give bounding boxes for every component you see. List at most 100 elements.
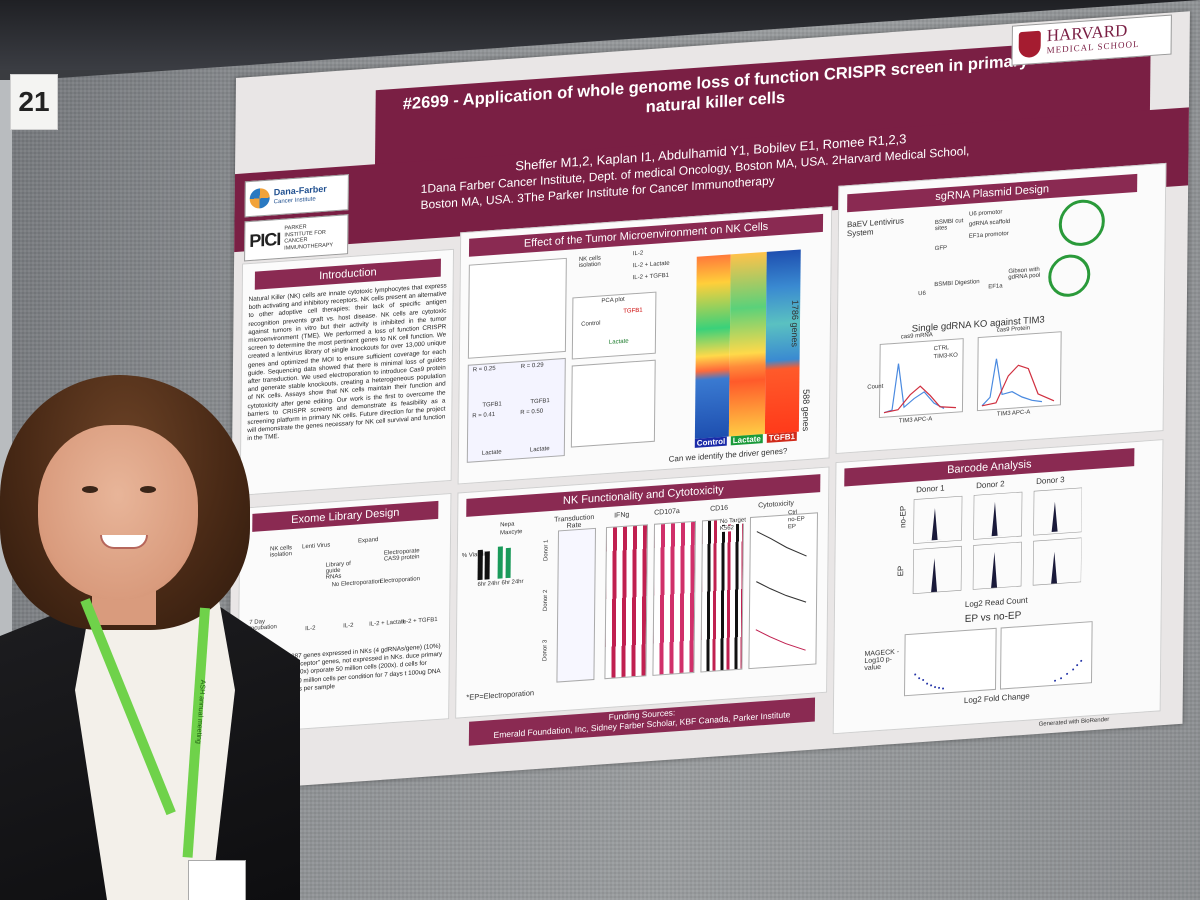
tim3-ylabel: Count [867,383,884,391]
barcode-row-noep: no-EP [898,505,908,529]
col-cytotoxicity: Cytotoxicity [758,499,794,510]
tim3-plot-mrna: cas9 mRNA [878,332,964,419]
pca-plot: PCA plot Control TGFB1 Lactate [571,291,657,360]
col-ifng: IFNg [614,511,630,520]
heatmap-legend-lactate: Lactate [730,434,763,446]
person-right-eye [140,486,156,493]
poster: #2699 - Application of whole genome loss… [228,11,1190,791]
heatmap-control [694,254,731,439]
volcano-xlabel: Log2 Fold Change [963,691,1030,706]
pici-mark: PICI [249,228,281,251]
time-label-4: 24hr [511,578,524,586]
pici-logo: PICI PARKER INSTITUTE FOR CANCER IMMUNOT… [244,214,349,262]
r-value-3: R = 0.41 [472,411,496,420]
r-value-1: R = 0.25 [472,365,496,374]
condition-1: IL-2 [632,250,644,258]
board-number: 21 [10,74,58,130]
sg-label-scaffold: gdRNA scaffold [968,218,1011,228]
sg-label-digestion: BSMBI Digestion [934,278,980,289]
sg-label-u6b: U6 [918,290,926,298]
barcode-panel: Barcode Analysis Donor 1 Donor 2 Donor 3… [832,439,1164,735]
cd16-bars [700,517,744,673]
barcode-donor-1: Donor 1 [916,483,945,495]
cd107a-bars [652,520,697,676]
bar-nepa-6hr [477,549,483,581]
time-label-1: 6hr [477,581,487,589]
cd16-legend-2: K562 [719,525,734,533]
axis-label-1: TGFB1 [482,401,502,409]
hist-grid [911,486,1083,598]
axis-label-2: TGFB1 [530,398,550,406]
plasmid-diagram [1058,198,1106,248]
cyto-legend-noep: no-EP [787,516,805,524]
axis-label-4: Lactate [529,446,550,454]
col-cd16: CD16 [710,504,729,513]
person-left-eye [82,486,98,493]
genes-top-label: 1786 genes [789,299,801,348]
exome-label-ep: Electroporation [379,576,420,585]
dfci-mark-icon [249,187,270,210]
donor-1-label: Donor 1 [543,539,550,562]
ifng-bars [604,524,649,680]
tim3-plot-protein: cas9 Protein [976,325,1062,412]
name-badge [188,860,246,900]
barcode-row-ep: EP [896,565,906,577]
col-cd107a: CD107a [654,507,680,517]
barcode-xlabel: Log2 Read Count [964,595,1028,610]
tim3-protein-curves [981,358,1055,407]
gsea-plot [570,359,656,448]
time-label-3: 6hr [501,579,511,587]
axis-label-3: Lactate [481,449,502,457]
nk-function-title: NK Functionality and Cytotoxicity [466,474,821,517]
condition-2: IL-2 + Lactate [632,260,670,270]
pca-tgfb1: TGFB1 [623,307,643,315]
exome-title: Exome Library Design [252,500,439,532]
barcode-donor-3: Donor 3 [1036,475,1065,487]
cyto-legend-ep: EP [787,523,796,531]
exome-label-electroporate: Electroporate CAS9 protein [383,548,420,563]
condition-3: IL-2 + TGFB1 [632,272,670,282]
donor-2-label: Donor 2 [542,589,550,612]
sg-label-gfp: GFP [934,245,948,253]
exome-label-expand: Expand [358,537,379,545]
heatmap-lactate [728,251,767,437]
tim3-xlabel-1: TIM3 APC-A [898,416,933,425]
volcano-ylabel: MAGECK -Log10 p-value [864,648,900,673]
genes-bottom-label: 588 genes [800,388,812,432]
viability-bars [477,541,528,581]
exome-cond-1: IL-2 [305,625,316,633]
exome-label-lenti: Lenti Virus [302,542,331,551]
ep-note: *EP=Electroporation [466,688,535,702]
driver-question: Can we identify the driver genes? [668,446,788,464]
cytotoxicity-plots [748,512,818,670]
exome-label-noep: No Electroporation [331,578,382,589]
cyto-legend-ctrl: Ctrl [787,509,798,517]
donor-3-label: Donor 3 [542,639,549,662]
sg-label-ef1a: EF1a promotor [968,230,1009,240]
harvard-shield-icon [1018,30,1041,59]
cytotoxicity-curves [755,531,807,651]
nk-function-panel: NK Functionality and Cytotoxicity Nepa M… [455,466,830,719]
system-label: BaEV Lentivirus System [846,216,904,239]
person-face [38,425,198,600]
dfci-logo: Dana-Farber Cancer Institute [244,174,349,218]
pca-label: PCA plot [601,296,625,305]
exome-label-isolation: NK cells isolation [269,545,293,559]
flow-plots [467,257,567,359]
heatmap-legend-control: Control [694,436,728,448]
sg-label-bsmbi: BSMBI cut sites [934,218,964,233]
nk-isolation-label: NK cells isolation [578,255,601,270]
person-smile [100,535,148,549]
r-value-4: R = 0.50 [520,408,544,417]
pca-control: Control [581,320,601,328]
tim3-xlabel-2: TIM3 APC-A [996,409,1031,418]
exome-label-library: Library of guide RNAs [325,560,351,581]
legend-nepa: Nepa [500,521,515,529]
plasmid-diagram-2 [1048,253,1091,299]
transduction-plots [556,527,597,683]
plot1-title: cas9 mRNA [900,332,933,341]
legend-ctrl: CTRL [933,345,950,353]
plot2-title: cas9 Protein [996,325,1031,334]
sg-label-u6: U6 promotor [968,209,1003,218]
